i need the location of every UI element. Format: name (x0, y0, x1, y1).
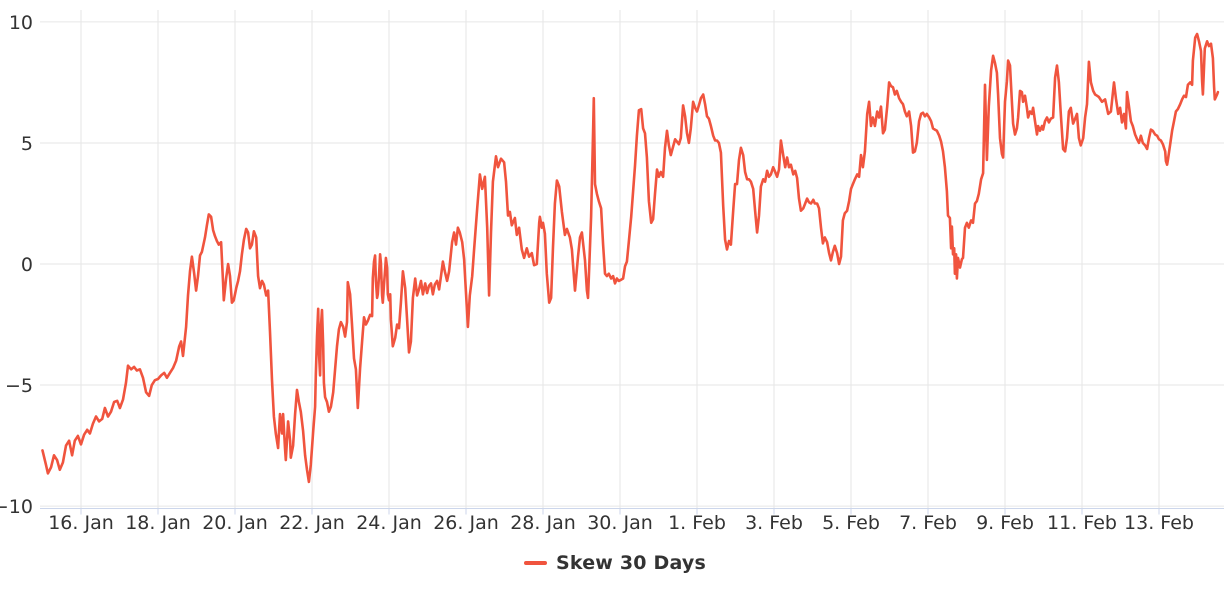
x-tick-label: 24. Jan (356, 512, 422, 534)
legend-label: Skew 30 Days (555, 552, 707, 574)
x-tick-label: 11. Feb (1047, 512, 1117, 534)
x-tick-label: 26. Jan (433, 512, 499, 534)
x-tick-label: 9. Feb (976, 512, 1034, 534)
x-tick-label: 7. Feb (899, 512, 957, 534)
x-tick-label: 3. Feb (745, 512, 803, 534)
y-tick-label: −5 (5, 375, 33, 397)
x-tick-label: 13. Feb (1124, 512, 1194, 534)
x-tick-label: 5. Feb (822, 512, 880, 534)
legend-line-marker (523, 561, 547, 565)
legend-item-skew-30-days[interactable]: Skew 30 Days (0, 552, 1230, 574)
x-tick-label: 20. Jan (202, 512, 268, 534)
y-tick-label: 10 (9, 12, 33, 34)
x-tick-label: 18. Jan (125, 512, 191, 534)
x-tick-label: 28. Jan (510, 512, 576, 534)
series-line-skew-30-days[interactable] (41, 32, 1220, 484)
y-tick-label: 5 (21, 133, 33, 155)
y-tick-label: −10 (0, 496, 33, 518)
x-tick-label: 22. Jan (279, 512, 345, 534)
y-tick-label: 0 (21, 254, 33, 276)
x-tick-label: 1. Feb (668, 512, 726, 534)
x-tick-label: 30. Jan (587, 512, 653, 534)
x-tick-label: 16. Jan (48, 512, 114, 534)
